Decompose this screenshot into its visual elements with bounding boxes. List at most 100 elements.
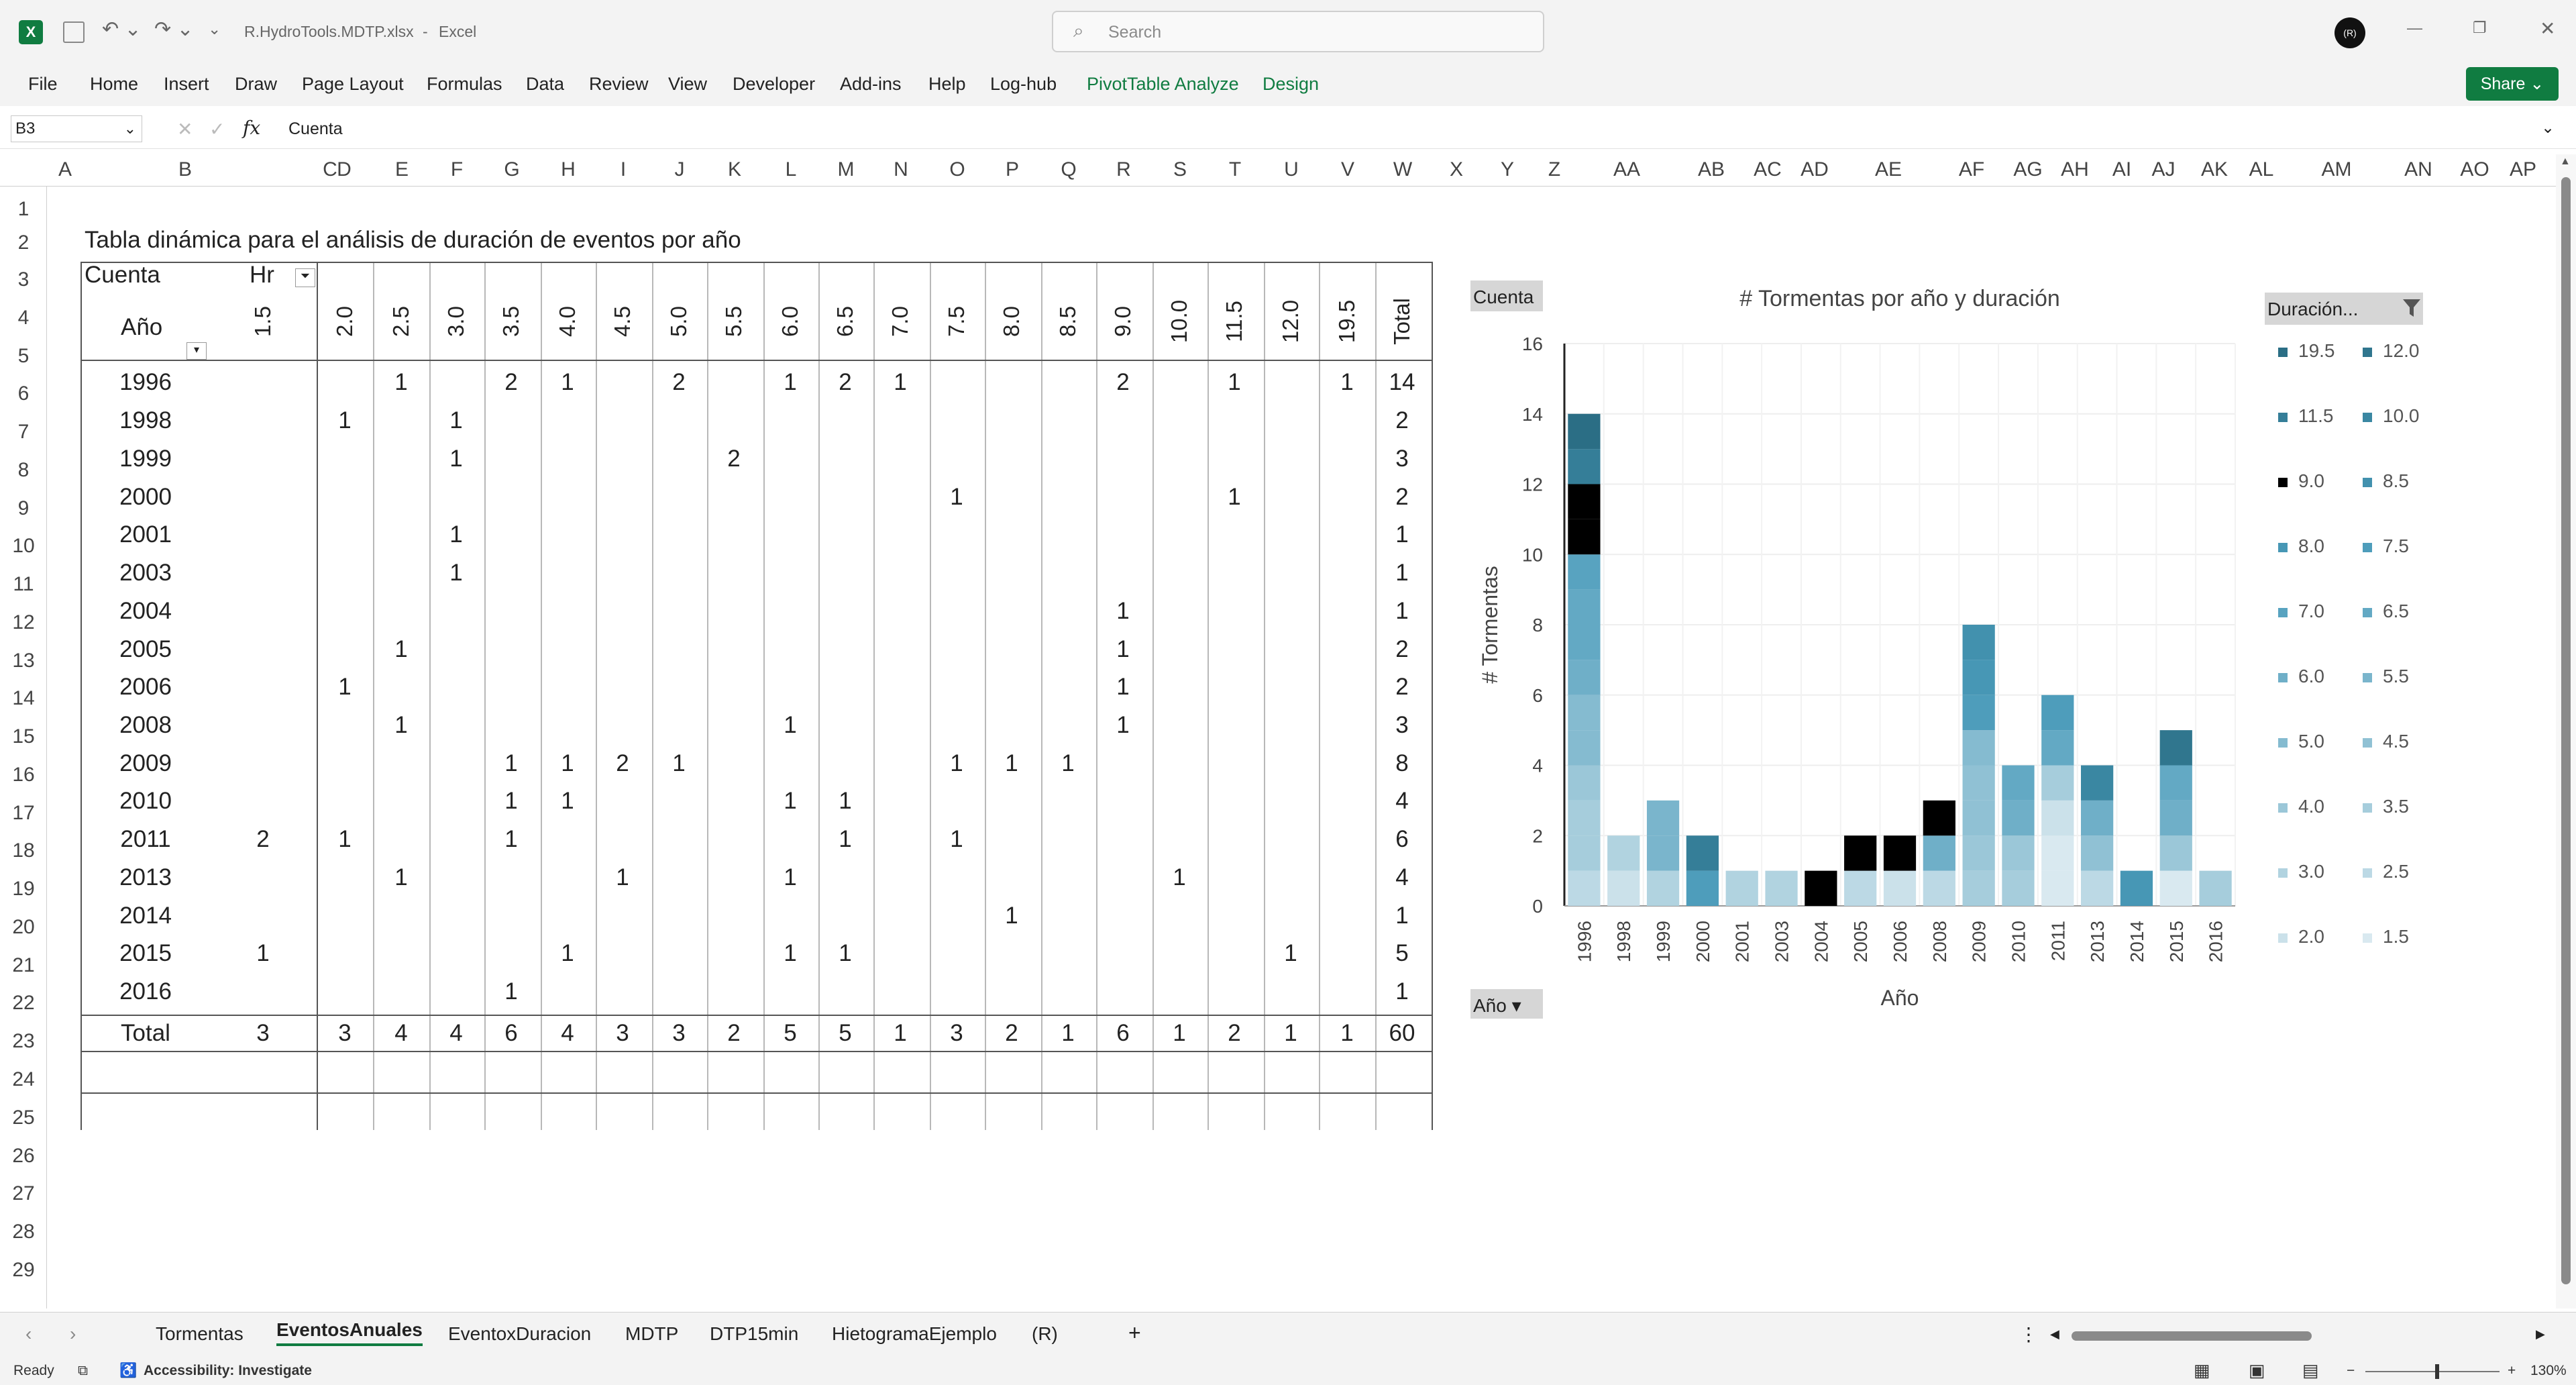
pivot-count-cell[interactable]: 1 — [784, 788, 797, 814]
menu-data[interactable]: Data — [526, 74, 565, 94]
pivot-total-cell[interactable]: 3 — [616, 1020, 629, 1046]
pivot-year-cell[interactable]: 2016 — [119, 978, 172, 1005]
pivot-count-cell[interactable]: 14 — [1389, 369, 1415, 395]
pivot-count-cell[interactable]: 1 — [1228, 484, 1241, 510]
col-header-aa[interactable]: AA — [1613, 158, 1641, 181]
pivot-count-cell[interactable]: 1 — [839, 826, 852, 852]
pivot-count-cell[interactable]: 1 — [839, 940, 852, 966]
pivot-total-cell[interactable]: 5 — [784, 1020, 797, 1046]
pivot-count-cell[interactable]: 1 — [672, 750, 686, 776]
redo-icon[interactable]: ↷ ⌄ — [154, 18, 194, 40]
sheet-tab-eventosanuales[interactable]: EventosAnuales — [276, 1319, 423, 1346]
pivot-count-cell[interactable]: 2 — [672, 369, 686, 395]
hscroll-right-icon[interactable]: ▶ — [2536, 1327, 2545, 1341]
duration-header[interactable]: 2.0 — [332, 306, 357, 337]
pivot-year-cell[interactable]: 2013 — [119, 864, 172, 890]
col-header-aj[interactable]: AJ — [2151, 158, 2176, 181]
col-header-t[interactable]: T — [1228, 158, 1242, 181]
duration-header[interactable]: 19.5 — [1334, 299, 1359, 344]
col-header-ao[interactable]: AO — [2460, 158, 2489, 181]
duration-header[interactable]: 10.0 — [1167, 299, 1191, 344]
col-header-q[interactable]: Q — [1061, 158, 1077, 181]
pivot-year-cell[interactable]: 2001 — [119, 521, 172, 548]
pivot-count-cell[interactable]: 1 — [839, 788, 852, 814]
pivot-count-cell[interactable]: 2 — [1395, 636, 1409, 662]
row-header-8[interactable]: 8 — [17, 459, 30, 481]
row-header-23[interactable]: 23 — [12, 1030, 35, 1052]
add-sheet-icon[interactable]: + — [1128, 1321, 1141, 1345]
pivot-total-cell[interactable]: 1 — [1284, 1020, 1297, 1046]
customize-qat-icon[interactable]: ⌄ — [208, 20, 221, 38]
pivot-count-cell[interactable]: 1 — [561, 750, 574, 776]
col-header-v[interactable]: V — [1340, 158, 1354, 181]
pivot-count-cell[interactable]: 1 — [1005, 903, 1018, 929]
pivot-total-cell[interactable]: 4 — [449, 1020, 463, 1046]
page-layout-view-icon[interactable]: ▣ — [2249, 1360, 2265, 1380]
more-options-icon[interactable]: ⋮ — [2019, 1324, 2038, 1345]
menu-log-hub[interactable]: Log-hub — [990, 74, 1057, 94]
prev-sheet-icon[interactable]: ‹ — [25, 1323, 32, 1344]
vertical-scrollbar[interactable]: ▲ — [2556, 154, 2576, 1309]
pivot-row-label[interactable]: Año — [121, 314, 163, 340]
sheet-tab-hietogramaejemplo[interactable]: HietogramaEjemplo — [832, 1323, 997, 1344]
menu-design[interactable]: Design — [1263, 74, 1320, 94]
vscroll-up-icon[interactable]: ▲ — [2560, 156, 2571, 167]
pivot-total-cell[interactable]: 3 — [256, 1020, 270, 1046]
row-header-24[interactable]: 24 — [12, 1068, 35, 1090]
pivot-count-cell[interactable]: 1 — [561, 369, 574, 395]
pivot-count-cell[interactable]: 3 — [1395, 446, 1409, 472]
duration-header[interactable]: 6.0 — [777, 306, 802, 337]
col-header-c[interactable]: C — [323, 158, 337, 181]
pivot-year-cell[interactable]: 2009 — [119, 750, 172, 776]
pivot-count-cell[interactable]: 1 — [449, 521, 463, 548]
pivot-count-cell[interactable]: 2 — [1395, 407, 1409, 433]
col-header-an[interactable]: AN — [2404, 158, 2432, 181]
duration-header[interactable]: 4.0 — [555, 306, 580, 337]
menu-draw[interactable]: Draw — [235, 74, 278, 94]
pivot-count-cell[interactable]: 1 — [1395, 978, 1409, 1005]
duration-header[interactable]: 2.5 — [388, 306, 413, 337]
pivot-count-cell[interactable]: 1 — [449, 446, 463, 472]
pivot-count-cell[interactable]: 1 — [1395, 903, 1409, 929]
col-header-m[interactable]: M — [837, 158, 855, 181]
pivot-count-cell[interactable]: 2 — [1395, 484, 1409, 510]
col-header-z[interactable]: Z — [1548, 158, 1561, 181]
hscroll-thumb[interactable] — [2072, 1331, 2312, 1341]
pivot-count-cell[interactable]: 1 — [394, 369, 408, 395]
row-header-5[interactable]: 5 — [17, 345, 30, 367]
zoom-slider[interactable] — [2365, 1371, 2500, 1372]
minimize-icon[interactable]: — — [2407, 19, 2422, 36]
accessibility-status[interactable]: Accessibility: Investigate — [144, 1363, 312, 1378]
pivot-count-cell[interactable]: 1 — [561, 788, 574, 814]
col-header-x[interactable]: X — [1449, 158, 1463, 181]
pivot-count-cell[interactable]: 1 — [504, 750, 518, 776]
col-header-b[interactable]: B — [178, 158, 192, 181]
row-header-11[interactable]: 11 — [13, 573, 34, 595]
duration-header[interactable]: 4.5 — [610, 306, 635, 337]
vscroll-thumb[interactable] — [2561, 177, 2571, 1284]
duration-header[interactable]: 3.5 — [498, 306, 523, 337]
expand-formula-icon[interactable]: ⌄ — [2541, 119, 2555, 137]
insert-function-icon[interactable]: fx — [243, 117, 261, 139]
pivot-year-cell[interactable]: 2003 — [119, 560, 172, 586]
pivot-count-cell[interactable]: 1 — [449, 407, 463, 433]
row-header-1[interactable]: 1 — [17, 198, 30, 220]
pivot-count-cell[interactable]: 2 — [256, 826, 270, 852]
row-header-17[interactable]: 17 — [12, 802, 35, 824]
duration-header[interactable]: 5.5 — [721, 306, 746, 337]
pivot-count-cell[interactable]: 1 — [784, 369, 797, 395]
duration-header[interactable]: 7.0 — [888, 306, 912, 337]
pivot-year-cell[interactable]: 1996 — [119, 369, 172, 395]
pivot-count-cell[interactable]: 1 — [1395, 560, 1409, 586]
duration-header[interactable]: 8.0 — [999, 306, 1024, 337]
pivot-count-cell[interactable]: 1 — [394, 712, 408, 738]
col-header-af[interactable]: AF — [1958, 158, 1985, 181]
row-header-18[interactable]: 18 — [12, 839, 35, 862]
pivot-value-label[interactable]: Cuenta — [85, 262, 160, 288]
menu-view[interactable]: View — [668, 74, 708, 94]
search-box[interactable]: ⌕ Search — [1052, 11, 1544, 52]
pivot-count-cell[interactable]: 1 — [1284, 940, 1297, 966]
accessibility-icon[interactable]: ♿ — [119, 1363, 138, 1378]
col-header-r[interactable]: R — [1116, 158, 1131, 181]
pivot-count-cell[interactable]: 2 — [839, 369, 852, 395]
